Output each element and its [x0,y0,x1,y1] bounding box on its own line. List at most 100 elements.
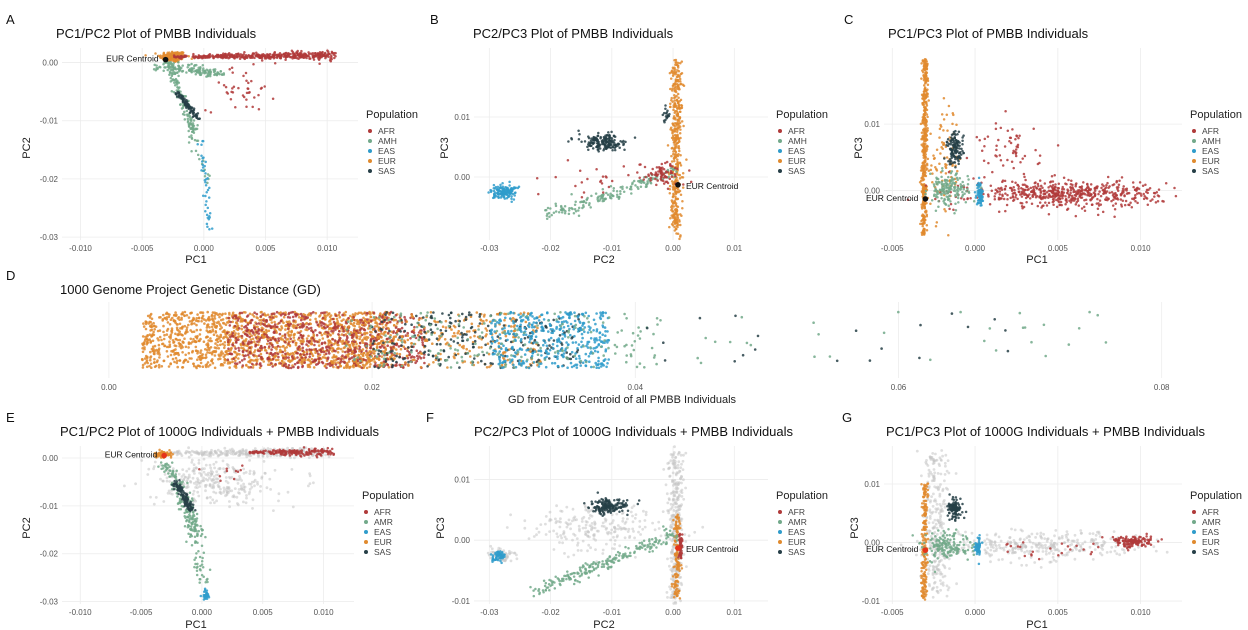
data-point-amr [966,183,970,186]
data-point-sas [624,140,627,144]
data-point-eur [348,314,352,318]
data-point-eur [670,160,674,163]
data-point-afr [670,175,674,178]
data-point-eur [335,317,339,321]
data-point-eur [921,101,924,105]
data-point-eas [205,190,208,194]
data-point-afr [334,54,337,58]
data-point-afr [257,93,260,97]
data-point-sas [592,138,595,142]
data-point-amr [173,83,177,87]
data-point-eur [276,358,280,362]
data-point-eur [669,126,673,129]
data-point-amr [959,185,963,189]
data-point-eur [678,149,681,153]
data-point-afr [1038,201,1042,204]
data-point-amr [962,187,965,191]
data-point-eur [141,366,145,369]
data-point-eur [194,345,198,349]
data-point-sas [951,161,955,165]
data-point-amr [166,68,169,72]
data-point-afr [986,135,990,138]
data-point-afr [1037,184,1040,188]
data-point-eas [513,194,516,197]
data-point-eur [935,148,939,151]
data-point-afr [1113,215,1116,218]
data-point-amr [170,89,174,93]
data-point-afr [1121,187,1125,191]
data-point-eur [673,94,676,97]
data-point-amr [953,187,956,190]
data-point-afr [1004,184,1008,188]
data-point-eas [207,218,211,221]
data-point-afr [283,54,287,57]
data-point-afr [1031,195,1035,199]
data-point-eur [223,346,226,350]
data-point-eur [308,318,312,322]
data-point-afr [586,177,589,181]
data-point-amr [943,184,946,188]
data-point-eur [679,223,682,227]
data-point-sas [958,147,961,150]
data-point-afr [649,179,652,182]
data-point-afr [595,167,598,171]
data-point-eur [671,87,674,90]
data-point-eur [186,360,190,364]
data-point-eur [920,176,923,180]
data-point-eur [142,325,146,328]
x-tick-label: 0.00 [101,383,117,392]
data-point-amr [932,194,936,198]
data-point-afr [1016,183,1020,187]
data-point-eas [510,200,513,203]
data-point-eur [676,85,680,88]
data-point-afr [1023,154,1027,158]
data-point-afr [1091,196,1094,199]
data-point-eur [216,340,220,344]
data-point-eur [939,123,942,127]
legend-label: EAS [378,146,395,156]
data-point-eur [670,154,673,158]
data-point-afr [1019,193,1022,196]
data-point-afr [1110,199,1113,203]
data-point-afr [983,145,986,148]
data-point-eas [490,189,493,192]
data-point-eur [679,154,682,157]
data-point-eur [678,110,682,113]
data-point-sas [175,95,179,98]
data-point-afr [230,53,234,56]
data-point-eas [207,196,211,199]
data-point-afr [1013,188,1016,192]
data-point-afr [972,177,975,180]
data-point-eur [237,357,240,360]
data-point-eur [329,322,333,326]
data-point-afr [1041,197,1045,200]
data-point-sas [662,111,666,115]
data-point-afr [332,51,336,55]
data-point-eur [678,177,682,180]
data-point-eur [149,356,152,359]
data-point-eur [681,199,684,203]
data-point-afr [999,126,1003,130]
data-point-eas [496,185,500,189]
data-point-eur [925,213,929,216]
data-point-afr [269,55,273,59]
data-point-afr [293,52,297,55]
data-point-afr [1025,185,1028,189]
data-point-afr [1012,149,1015,153]
data-point-amr [939,192,943,195]
data-point-afr [1051,180,1055,183]
data-point-afr [231,91,235,94]
data-point-eur [214,326,218,329]
data-point-eur [262,330,266,334]
data-point-afr [258,56,261,59]
data-point-eur [154,364,158,368]
data-point-eur [672,123,675,127]
data-point-eur [165,350,169,353]
data-point-amr [191,127,194,130]
data-point-eur [670,70,673,73]
data-point-amr [929,172,932,176]
data-point-afr [1155,190,1159,194]
x-tick-label: 0.08 [1154,383,1170,392]
data-point-amr [172,62,175,65]
panel-title: PC1/PC3 Plot of PMBB Individuals [888,26,1089,41]
